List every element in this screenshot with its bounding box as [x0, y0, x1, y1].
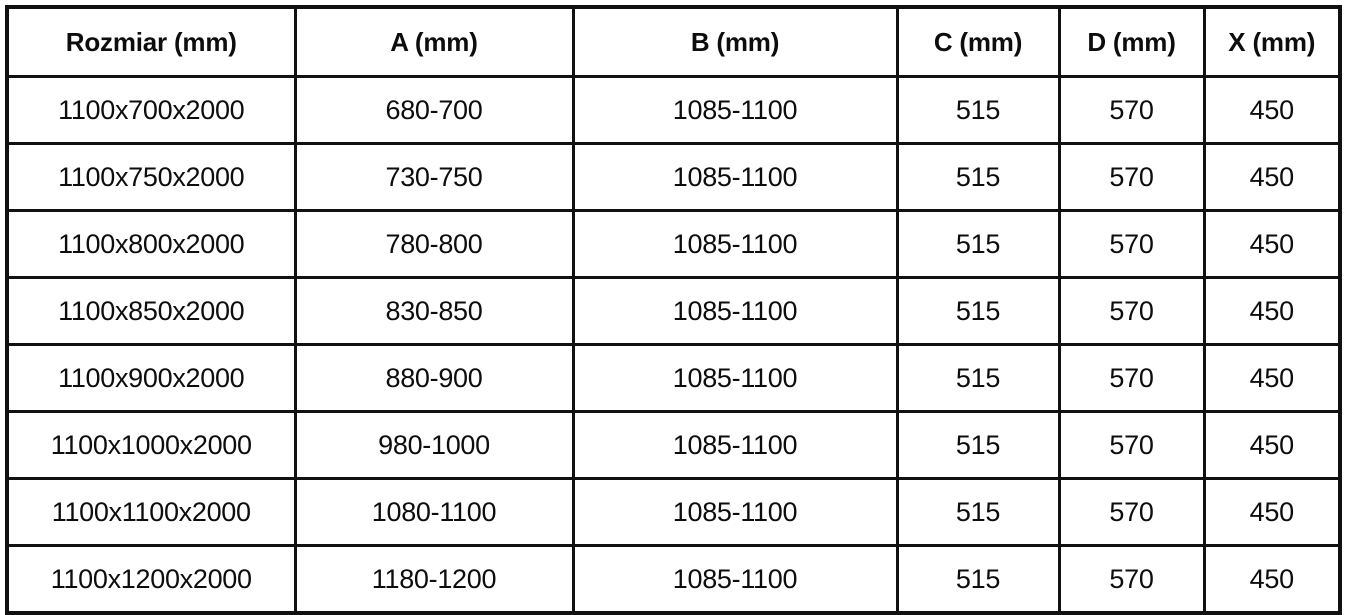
cell-d: 570: [1057, 75, 1206, 145]
cell-c: 515: [895, 276, 1061, 346]
cell-a: 1180-1200: [293, 544, 575, 615]
cell-d: 570: [1057, 410, 1206, 480]
cell-x: 450: [1202, 276, 1342, 346]
cell-b: 1085-1100: [571, 142, 899, 212]
spec-table-container: Rozmiar (mm) A (mm) B (mm) C (mm) D (mm)…: [5, 5, 1342, 615]
cell-c: 515: [895, 410, 1061, 480]
cell-b: 1085-1100: [571, 544, 899, 615]
table-header-row: Rozmiar (mm) A (mm) B (mm) C (mm) D (mm)…: [5, 5, 1342, 78]
cell-d: 570: [1057, 276, 1206, 346]
cell-rozmiar: 1100x750x2000: [5, 142, 297, 212]
cell-d: 570: [1057, 209, 1206, 279]
cell-c: 515: [895, 343, 1061, 413]
cell-x: 450: [1202, 477, 1342, 547]
cell-c: 515: [895, 544, 1061, 615]
column-header-x: X (mm): [1202, 5, 1342, 78]
cell-b: 1085-1100: [571, 276, 899, 346]
cell-b: 1085-1100: [571, 343, 899, 413]
table-row: 1100x1100x2000 1080-1100 1085-1100 515 5…: [5, 477, 1342, 547]
table-header: Rozmiar (mm) A (mm) B (mm) C (mm) D (mm)…: [5, 5, 1342, 78]
table-row: 1100x800x2000 780-800 1085-1100 515 570 …: [5, 209, 1342, 279]
cell-x: 450: [1202, 544, 1342, 615]
table-row: 1100x850x2000 830-850 1085-1100 515 570 …: [5, 276, 1342, 346]
cell-d: 570: [1057, 142, 1206, 212]
table-row: 1100x1200x2000 1180-1200 1085-1100 515 5…: [5, 544, 1342, 615]
cell-a: 980-1000: [293, 410, 575, 480]
cell-rozmiar: 1100x1200x2000: [5, 544, 297, 615]
column-header-c: C (mm): [895, 5, 1061, 78]
cell-x: 450: [1202, 75, 1342, 145]
cell-b: 1085-1100: [571, 477, 899, 547]
table-row: 1100x900x2000 880-900 1085-1100 515 570 …: [5, 343, 1342, 413]
cell-a: 1080-1100: [293, 477, 575, 547]
column-header-rozmiar: Rozmiar (mm): [5, 5, 297, 78]
table-row: 1100x1000x2000 980-1000 1085-1100 515 57…: [5, 410, 1342, 480]
cell-rozmiar: 1100x1000x2000: [5, 410, 297, 480]
column-header-b: B (mm): [571, 5, 899, 78]
cell-x: 450: [1202, 343, 1342, 413]
cell-rozmiar: 1100x850x2000: [5, 276, 297, 346]
cell-d: 570: [1057, 544, 1206, 615]
cell-a: 780-800: [293, 209, 575, 279]
cell-x: 450: [1202, 410, 1342, 480]
cell-b: 1085-1100: [571, 75, 899, 145]
table-body: 1100x700x2000 680-700 1085-1100 515 570 …: [5, 75, 1342, 615]
column-header-d: D (mm): [1057, 5, 1206, 78]
cell-d: 570: [1057, 343, 1206, 413]
cell-a: 680-700: [293, 75, 575, 145]
cell-c: 515: [895, 209, 1061, 279]
cell-rozmiar: 1100x700x2000: [5, 75, 297, 145]
dimensions-table: Rozmiar (mm) A (mm) B (mm) C (mm) D (mm)…: [5, 5, 1342, 615]
cell-rozmiar: 1100x800x2000: [5, 209, 297, 279]
cell-c: 515: [895, 75, 1061, 145]
cell-a: 880-900: [293, 343, 575, 413]
cell-a: 830-850: [293, 276, 575, 346]
cell-b: 1085-1100: [571, 410, 899, 480]
cell-c: 515: [895, 142, 1061, 212]
cell-x: 450: [1202, 209, 1342, 279]
cell-rozmiar: 1100x1100x2000: [5, 477, 297, 547]
table-row: 1100x750x2000 730-750 1085-1100 515 570 …: [5, 142, 1342, 212]
cell-a: 730-750: [293, 142, 575, 212]
column-header-a: A (mm): [293, 5, 575, 78]
cell-b: 1085-1100: [571, 209, 899, 279]
cell-d: 570: [1057, 477, 1206, 547]
cell-c: 515: [895, 477, 1061, 547]
cell-x: 450: [1202, 142, 1342, 212]
table-row: 1100x700x2000 680-700 1085-1100 515 570 …: [5, 75, 1342, 145]
cell-rozmiar: 1100x900x2000: [5, 343, 297, 413]
